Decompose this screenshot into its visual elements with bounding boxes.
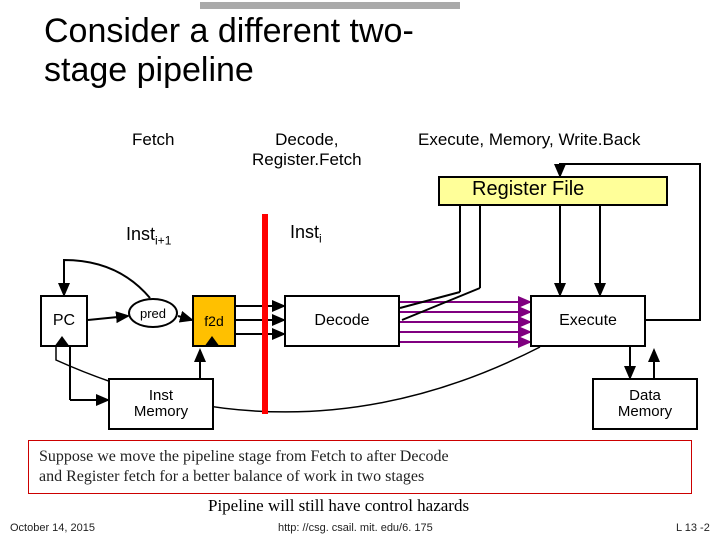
- stage-fetch: Fetch: [132, 130, 175, 150]
- title-line2: stage pipeline: [44, 51, 254, 89]
- execute-block: Execute: [530, 295, 646, 347]
- inst-i1: Insti+1: [126, 224, 171, 248]
- slide-title: Consider a different two- stage pipeline: [44, 12, 414, 90]
- pc-clock-icon: [54, 336, 70, 347]
- pred-block: pred: [128, 298, 178, 328]
- note-line1: Suppose we move the pipeline stage from …: [39, 448, 449, 465]
- inst-i: Insti: [290, 222, 322, 246]
- imem-l2: Memory: [134, 403, 188, 420]
- hazard-note: Pipeline will still have control hazards: [208, 496, 469, 516]
- register-file-label: Register File: [472, 178, 584, 201]
- footer-url: http: //csg. csail. mit. edu/6. 175: [278, 522, 433, 534]
- note-line2: and Register fetch for a better balance …: [39, 468, 424, 485]
- decode-label: Decode: [314, 312, 369, 330]
- inst-memory-block: Inst Memory: [108, 378, 214, 430]
- title-line1: Consider a different two-: [44, 12, 414, 50]
- execute-label: Execute: [559, 312, 617, 330]
- stage-execute: Execute, Memory, Write.Back: [418, 130, 640, 150]
- pc-label: PC: [53, 312, 75, 330]
- dmem-l1: Data: [629, 387, 661, 404]
- data-memory-block: Data Memory: [592, 378, 698, 430]
- pipeline-divider: [262, 214, 268, 414]
- imem-l1: Inst: [149, 387, 173, 404]
- pred-label: pred: [140, 306, 166, 321]
- note-box: Suppose we move the pipeline stage from …: [28, 440, 692, 494]
- footer-date: October 14, 2015: [10, 522, 95, 534]
- stage-decode: Decode, Register.Fetch: [252, 130, 362, 170]
- top-shadow: [200, 2, 460, 9]
- dmem-l2: Memory: [618, 403, 672, 420]
- decode-block: Decode: [284, 295, 400, 347]
- f2d-clock-icon: [204, 336, 220, 347]
- f2d-label: f2d: [204, 313, 223, 329]
- footer-slide: L 13 -2: [676, 522, 710, 534]
